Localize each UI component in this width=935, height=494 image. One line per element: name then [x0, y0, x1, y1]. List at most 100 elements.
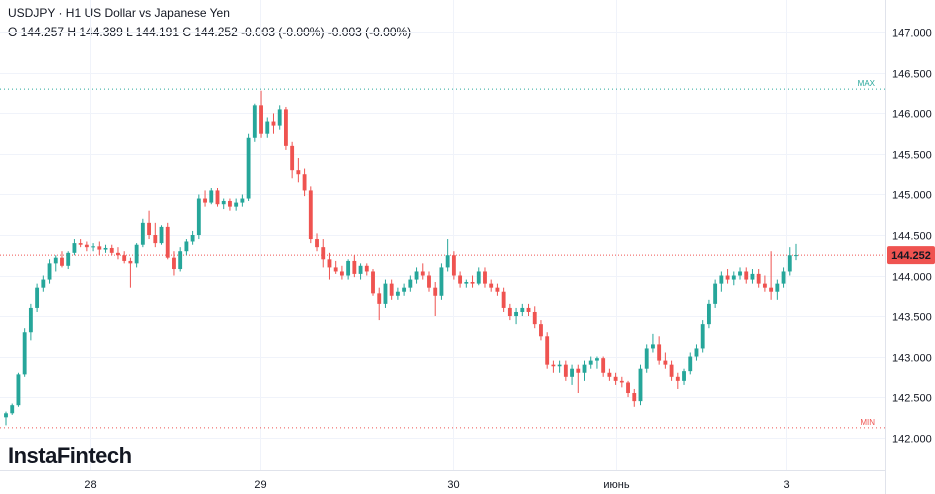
candle-body [327, 259, 332, 268]
candle [669, 360, 674, 381]
candle [476, 267, 481, 286]
candle-body [470, 282, 475, 284]
candle [296, 158, 301, 183]
candle-body [140, 222, 145, 245]
candle [439, 263, 444, 300]
price-axis[interactable]: 142.000 142.500 143.000 143.500 144.000 144.5… [885, 0, 935, 494]
candle [794, 243, 798, 261]
candle-body [60, 257, 64, 266]
candle-body [116, 252, 120, 256]
candle-body [420, 271, 425, 276]
candle-body [651, 344, 655, 349]
candle-body [582, 364, 587, 373]
candle [395, 287, 400, 300]
min-label: MIN [860, 418, 875, 427]
candle-body [122, 255, 127, 261]
candle [109, 244, 114, 256]
candle [427, 271, 431, 292]
candle-body [178, 251, 183, 270]
candle-body [744, 271, 749, 280]
candle-body [4, 413, 8, 418]
candle-body [389, 283, 394, 296]
candle-body [545, 336, 550, 365]
candle-body [28, 307, 33, 333]
candle-body [103, 247, 108, 250]
candle-body [657, 344, 662, 361]
x-tick-label: 30 [447, 479, 459, 491]
candle-body [762, 283, 767, 288]
candle [371, 269, 375, 296]
candle-body [296, 170, 301, 175]
candle-body [84, 244, 89, 248]
candle-body [570, 368, 574, 377]
candle [333, 260, 338, 274]
candle [290, 141, 295, 179]
candle-body [588, 360, 593, 365]
candle [526, 303, 531, 317]
candle-body [750, 273, 755, 280]
candle-body [128, 260, 133, 264]
candle-body [557, 364, 562, 367]
candle [283, 106, 288, 150]
candle-body [196, 198, 201, 235]
candle-body [719, 275, 724, 284]
candle [489, 279, 494, 292]
candle [725, 269, 730, 284]
x-tick-label: 3 [783, 479, 789, 491]
candle-body [16, 374, 21, 406]
candle-body [601, 358, 606, 373]
candle [196, 194, 201, 240]
y-tick-label: 143.500 [892, 312, 932, 324]
candle-body [414, 271, 419, 280]
candle [545, 332, 550, 369]
candle [147, 210, 151, 240]
candle [576, 364, 581, 394]
candle [514, 307, 519, 325]
candle [153, 222, 158, 248]
candle [159, 225, 164, 245]
candle-body [147, 222, 151, 235]
x-tick-label: 29 [254, 479, 266, 491]
candle [60, 251, 64, 268]
x-tick-label: 28 [84, 479, 96, 491]
candle-body [489, 283, 494, 288]
candle [464, 279, 469, 288]
candle-body [215, 190, 220, 205]
time-axis[interactable]: 282930июнь34 [0, 470, 935, 492]
candle [122, 251, 127, 264]
candle [663, 352, 668, 369]
candle [302, 168, 307, 197]
candle [750, 269, 755, 284]
candle-body [514, 311, 519, 317]
candle-body [458, 275, 463, 284]
candle [339, 265, 344, 280]
max-label: MAX [858, 79, 876, 88]
candle [4, 411, 8, 426]
candle-body [495, 287, 500, 292]
candle [632, 388, 637, 407]
candle-body [563, 364, 568, 377]
candle-body [172, 257, 176, 270]
candle [775, 279, 780, 300]
candle [638, 364, 643, 406]
y-tick-label: 142.500 [892, 393, 932, 405]
candle-body [464, 282, 469, 284]
candle [128, 257, 133, 288]
candle-body [277, 109, 282, 126]
candle-body [433, 287, 438, 296]
candle [35, 283, 40, 312]
candle [234, 198, 239, 211]
candle [688, 352, 693, 375]
candle [134, 243, 139, 268]
candle [626, 380, 630, 398]
y-tick-label: 144.000 [892, 272, 932, 284]
candle-body [775, 283, 780, 292]
candle [644, 344, 649, 373]
candle [165, 222, 170, 260]
candle [28, 303, 33, 341]
candle [657, 336, 662, 365]
candle [601, 356, 606, 377]
candle-body [371, 271, 375, 294]
candle [184, 239, 189, 256]
